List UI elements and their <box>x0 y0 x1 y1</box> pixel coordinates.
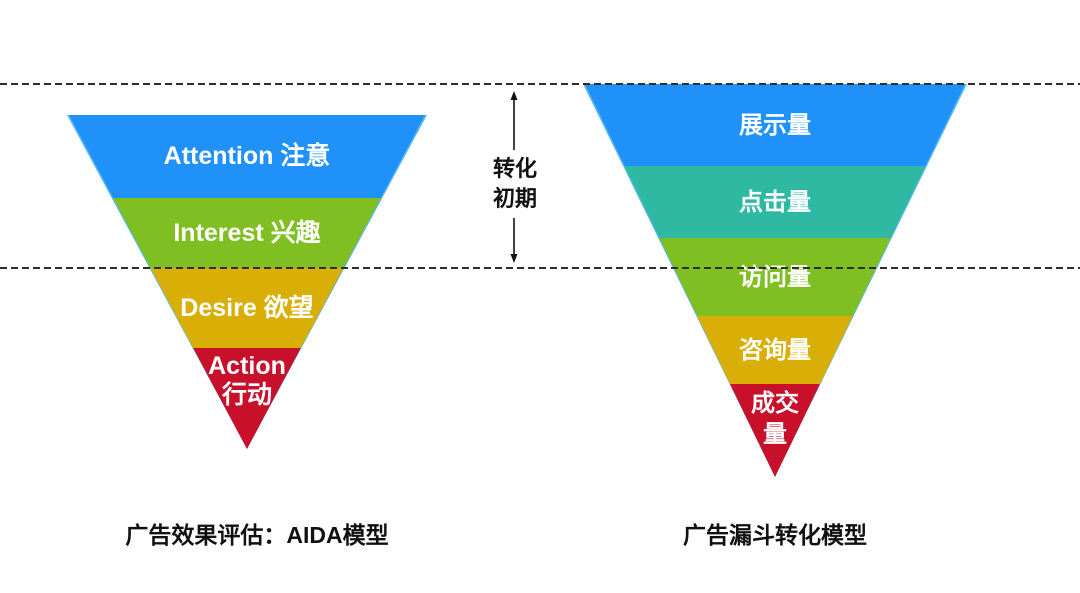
left_funnel-layer-0: Attention 注意 <box>69 115 425 198</box>
right_funnel-layer-1-label-line-0: 点击量 <box>739 188 811 216</box>
left_funnel-layer-0-label: Attention 注意 <box>164 142 331 171</box>
right_funnel-layer-2: 访问量 <box>585 238 965 316</box>
left_funnel-layer-2-label: Desire 欲望 <box>180 294 313 323</box>
right_funnel-layer-4: 成交量 <box>585 384 965 477</box>
aida-funnel-layers: Attention 注意 Interest 兴趣 Desire 欲望 Action 行动 <box>69 115 425 449</box>
conversion-funnel-caption: 广告漏斗转化模型 <box>683 522 867 548</box>
left_funnel-layer-0-label-line-0: Attention 注意 <box>163 142 331 170</box>
right_funnel-layer-0-label: 展示量 <box>739 110 811 141</box>
aida-funnel: Attention 注意 Interest 兴趣 Desire 欲望 Action 行动 <box>67 115 427 449</box>
left_funnel-layer-2-label-line-0: Desire 欲望 <box>180 293 314 322</box>
right_funnel-layer-3-label-line-0: 咨询量 <box>739 336 811 364</box>
conversion-funnel-layers: 展示量点击量访问量咨询量成交量 <box>585 84 965 477</box>
left_funnel-layer-3-label-line-0: Action <box>208 352 286 380</box>
right_funnel-layer-3-label: 咨询量 <box>739 335 811 366</box>
right_funnel-layer-3: 咨询量 <box>585 316 965 384</box>
right_funnel-layer-4-label-line-1: 量 <box>763 421 787 448</box>
left_funnel-layer-3-label: Action 行动 <box>208 352 286 410</box>
dashed-line-top <box>0 83 1080 85</box>
conversion-phase-line2: 初期 <box>492 186 537 211</box>
right_funnel-layer-0: 展示量 <box>585 84 965 166</box>
left_funnel-layer-3-label-line-1: 行动 <box>221 381 272 409</box>
conversion-phase-line1: 转化 <box>492 156 537 181</box>
aida-funnel-caption: 广告效果评估：AIDA模型 <box>125 522 389 548</box>
left_funnel-layer-3: Action 行动 <box>69 348 425 449</box>
left_funnel-layer-1-label-line-0: Interest 兴趣 <box>173 218 321 247</box>
left_funnel-layer-2: Desire 欲望 <box>69 268 425 348</box>
left_funnel-layer-1: Interest 兴趣 <box>69 198 425 268</box>
conversion-funnel: 展示量点击量访问量咨询量成交量 <box>583 84 967 477</box>
right_funnel-layer-0-label-line-0: 展示量 <box>739 111 811 139</box>
dashed-line-bottom <box>0 267 1080 269</box>
conversion-phase-label: 转化 初期 <box>474 154 556 214</box>
left_funnel-layer-1-label: Interest 兴趣 <box>173 219 320 248</box>
right_funnel-layer-4-label: 成交量 <box>751 388 799 450</box>
right_funnel-layer-4-label-line-0: 成交 <box>751 390 799 417</box>
conversion-phase-arrow <box>510 91 518 263</box>
right_funnel-layer-1-label: 点击量 <box>739 187 811 218</box>
